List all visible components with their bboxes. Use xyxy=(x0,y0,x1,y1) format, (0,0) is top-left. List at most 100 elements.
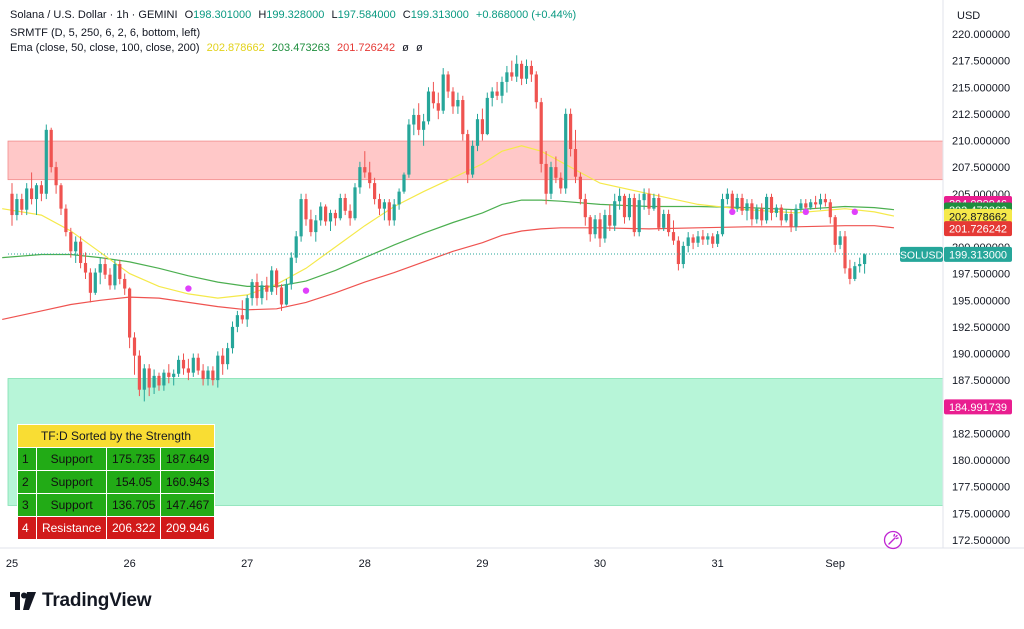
candle[interactable] xyxy=(818,193,823,210)
candle[interactable] xyxy=(843,231,847,274)
candle[interactable] xyxy=(495,81,499,101)
candle[interactable] xyxy=(681,241,685,269)
symbol-header[interactable]: Solana / U.S. Dollar · 1h · GEMINI O198.… xyxy=(10,8,580,22)
candle[interactable] xyxy=(618,188,622,210)
candle[interactable] xyxy=(304,193,308,226)
candle[interactable] xyxy=(716,231,720,247)
candle[interactable] xyxy=(475,113,480,152)
candle[interactable] xyxy=(387,199,391,226)
candle[interactable] xyxy=(520,60,524,86)
candle[interactable] xyxy=(417,103,421,136)
candle[interactable] xyxy=(627,193,631,221)
time-axis[interactable]: 25 26 27 28 29 30 31 Sep xyxy=(6,558,845,570)
candle[interactable] xyxy=(769,193,774,221)
candle[interactable] xyxy=(456,92,460,114)
candle[interactable] xyxy=(216,351,220,388)
candle[interactable] xyxy=(397,188,401,210)
candle[interactable] xyxy=(466,129,470,184)
candle[interactable] xyxy=(235,310,239,333)
candle[interactable] xyxy=(662,209,666,232)
candle[interactable] xyxy=(549,161,553,200)
candle[interactable] xyxy=(559,172,563,194)
candle[interactable] xyxy=(206,366,210,386)
candle[interactable] xyxy=(39,180,43,202)
candle[interactable] xyxy=(642,188,646,210)
candle[interactable] xyxy=(373,177,377,205)
candle[interactable] xyxy=(573,129,578,184)
candle[interactable] xyxy=(79,236,83,269)
candle[interactable] xyxy=(328,209,333,232)
candle[interactable] xyxy=(814,195,818,209)
candle[interactable] xyxy=(299,193,303,242)
candle[interactable] xyxy=(735,193,739,212)
candle[interactable] xyxy=(118,259,122,285)
candle[interactable] xyxy=(426,87,431,125)
candle[interactable] xyxy=(593,215,597,239)
candle[interactable] xyxy=(275,268,279,295)
candle[interactable] xyxy=(779,204,783,226)
candle[interactable] xyxy=(632,193,636,237)
candle[interactable] xyxy=(637,193,641,237)
candle[interactable] xyxy=(510,60,514,81)
candle[interactable] xyxy=(760,203,764,226)
candle[interactable] xyxy=(191,353,195,377)
candle[interactable] xyxy=(103,257,107,279)
candle[interactable] xyxy=(245,294,249,327)
candle[interactable] xyxy=(162,369,166,391)
candle[interactable] xyxy=(515,55,519,82)
candle[interactable] xyxy=(686,232,690,253)
candle[interactable] xyxy=(88,268,92,303)
candle[interactable] xyxy=(69,227,73,258)
candle[interactable] xyxy=(505,65,509,93)
candle[interactable] xyxy=(529,60,533,82)
candle[interactable] xyxy=(436,92,440,120)
candle[interactable] xyxy=(54,161,58,194)
indicator-magic-icon[interactable] xyxy=(883,530,903,550)
candle[interactable] xyxy=(720,193,725,237)
candle[interactable] xyxy=(745,199,749,221)
candle[interactable] xyxy=(657,193,661,232)
candle[interactable] xyxy=(319,202,323,226)
candle[interactable] xyxy=(123,273,127,295)
candle[interactable] xyxy=(230,321,235,354)
candle[interactable] xyxy=(402,172,406,194)
candle[interactable] xyxy=(196,353,200,375)
candle[interactable] xyxy=(480,108,484,141)
candle[interactable] xyxy=(177,355,181,377)
srmtf-indicator-legend[interactable]: SRMTF (D, 5, 250, 6, 2, 6, bottom, left) xyxy=(10,26,204,40)
candle[interactable] xyxy=(172,369,176,386)
candle[interactable] xyxy=(765,193,769,224)
candle[interactable] xyxy=(83,252,88,279)
candle[interactable] xyxy=(691,234,695,250)
candle[interactable] xyxy=(260,281,264,305)
candle[interactable] xyxy=(289,252,293,290)
candle[interactable] xyxy=(725,188,729,205)
candle[interactable] xyxy=(706,233,710,245)
candle[interactable] xyxy=(750,199,754,226)
candle[interactable] xyxy=(250,278,254,306)
candle[interactable] xyxy=(34,183,39,216)
candle[interactable] xyxy=(348,204,352,226)
candle[interactable] xyxy=(446,71,450,98)
currency-label[interactable]: USD xyxy=(957,10,981,22)
candle[interactable] xyxy=(44,124,48,200)
candle[interactable] xyxy=(647,188,651,216)
candle[interactable] xyxy=(598,212,602,247)
candle[interactable] xyxy=(324,204,328,226)
candle[interactable] xyxy=(382,199,386,221)
candle[interactable] xyxy=(823,193,827,207)
candle[interactable] xyxy=(701,229,705,245)
candle[interactable] xyxy=(98,257,102,285)
candle[interactable] xyxy=(93,268,97,295)
candle[interactable] xyxy=(490,87,494,107)
price-axis[interactable]: 220.000000 217.500000 215.000000 212.500000… xyxy=(952,29,1010,547)
candle[interactable] xyxy=(794,204,798,232)
candle[interactable] xyxy=(564,108,568,194)
candle[interactable] xyxy=(588,215,592,242)
candle[interactable] xyxy=(431,81,435,109)
candle[interactable] xyxy=(25,183,29,216)
candle[interactable] xyxy=(412,108,416,136)
candle[interactable] xyxy=(500,76,504,104)
candle[interactable] xyxy=(696,231,700,247)
candle[interactable] xyxy=(809,199,813,210)
